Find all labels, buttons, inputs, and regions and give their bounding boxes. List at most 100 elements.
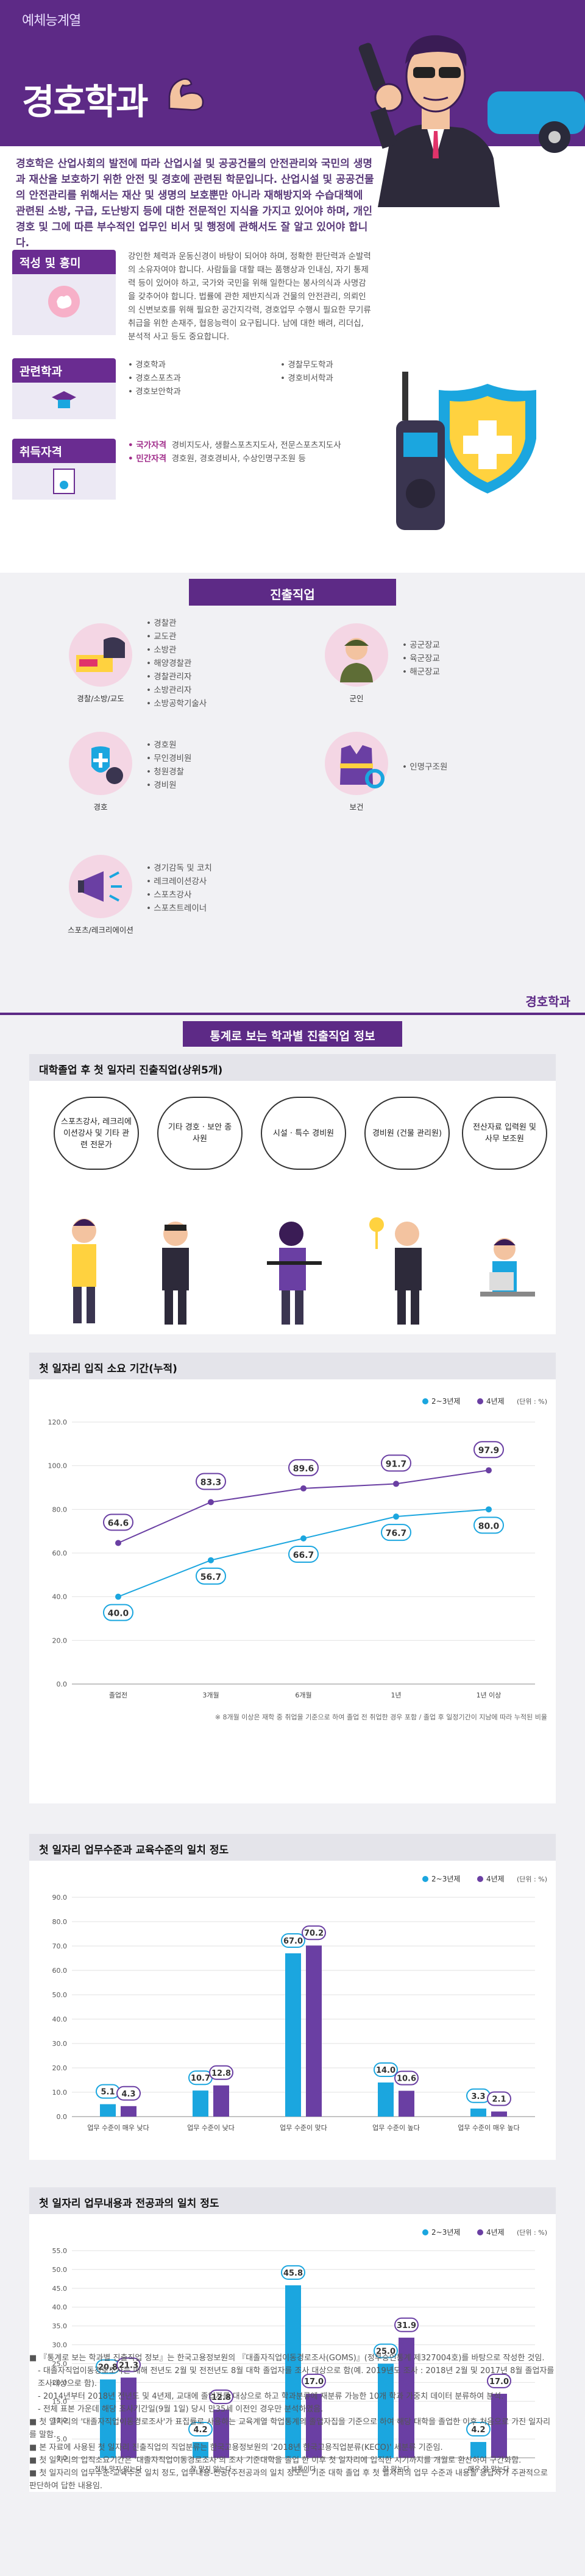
data-label-box <box>381 1454 411 1472</box>
bar <box>285 1953 301 2117</box>
data-label-box <box>281 2265 305 2280</box>
data-label: 76.7 <box>386 1529 407 1538</box>
y-tick-label: 100.0 <box>48 1462 68 1470</box>
megaphone-icon <box>69 855 132 918</box>
data-label-box <box>487 2091 511 2106</box>
chart-note: ※ 8개월 이상은 재학 중 취업을 기준으로 하여 졸업 전 취업한 경우 포… <box>215 1713 547 1721</box>
hero-banner: 예체능계열 경호학과 <box>0 0 585 207</box>
career-item: • 해군장교 <box>402 667 440 677</box>
career-item: • 경찰관리자 <box>146 672 192 682</box>
y-tick-label: 45.0 <box>52 2285 68 2293</box>
data-label: 20.8 <box>98 2363 118 2372</box>
footnote: ■ 첫 일자리의 업무수준-교육수준 일치 정도, 업무내용-전공(주전공과의 … <box>29 2469 548 2491</box>
y-tick-label: 40.0 <box>52 1593 68 1601</box>
career-caption: 스포츠/레크리에이션 <box>68 925 133 935</box>
aptitude-icon-box <box>12 274 116 335</box>
career-item: • 스포츠트레이너 <box>146 904 207 913</box>
data-point <box>486 1467 492 1474</box>
x-tick-label: 매우 잘 맞는다 <box>468 2465 509 2473</box>
related-item: • 경호학과 <box>128 360 166 370</box>
legend-label: 2~3년제 <box>431 2228 460 2237</box>
data-label-box <box>466 2422 491 2437</box>
data-label: 4.3 <box>121 2090 135 2099</box>
data-label-box <box>473 1441 504 1459</box>
bar <box>193 2090 208 2117</box>
cert-item: • 국가자격 경비지도사, 생활스포츠지도사, 전문스포츠지도사 <box>128 441 341 450</box>
data-label-box <box>116 2086 141 2101</box>
data-label: 45.8 <box>283 2269 303 2278</box>
career-item: • 경찰관 <box>146 618 177 628</box>
career-list: • 공군장교 • 육군장교 • 해군장교 <box>402 639 440 679</box>
data-point <box>208 1557 214 1563</box>
certs-label: 취득자격 <box>12 439 116 463</box>
bar <box>285 2285 301 2458</box>
data-point <box>115 1593 121 1600</box>
data-label: 5.1 <box>101 2088 115 2097</box>
aptitude-text: 강인한 체력과 운동신경이 바탕이 되어야 하며, 정확한 판단력과 순발력의 … <box>128 252 371 342</box>
stats-title: 통계로 보는 학과별 진출직업 정보 <box>183 1021 402 1047</box>
certificate-icon <box>53 469 75 494</box>
y-tick-label: 30.0 <box>52 2040 68 2048</box>
y-tick-label: 90.0 <box>52 1894 68 1902</box>
first-job-bubble: 스포츠강사, 레크리에이션강사 및 기타 관련 전문가 <box>54 1097 139 1170</box>
career-item: • 경호원 <box>146 740 177 750</box>
career-item: • 공군장교 <box>402 640 440 650</box>
data-label: 10.6 <box>397 2075 416 2084</box>
divider <box>0 1013 585 1015</box>
y-tick-label: 120.0 <box>48 1418 68 1426</box>
bar <box>193 2442 208 2458</box>
y-tick-label: 25.0 <box>52 2360 68 2368</box>
first-job-bubble: 경비원 (건물 관리원) <box>364 1097 450 1170</box>
career-item: • 교도관 <box>146 632 177 642</box>
certs-row: 취득자격 • 국가자격 경비지도사, 생활스포츠지도사, 전문스포츠지도사 • … <box>12 439 366 500</box>
data-label: 17.0 <box>304 2377 324 2387</box>
data-point <box>115 1540 121 1546</box>
career-item: • 육군장교 <box>402 654 440 663</box>
bar <box>491 2111 507 2117</box>
y-tick-label: 60.0 <box>52 1549 68 1557</box>
bar <box>306 2393 322 2458</box>
aptitude-row: 적성 및 흥미 강인한 체력과 운동신경이 바탕이 되어야 하며, 정확한 판단… <box>12 250 371 342</box>
chart-title: 첫 일자리 업무수준과 교육수준의 일치 정도 <box>29 1834 556 1861</box>
data-point <box>208 1499 214 1506</box>
data-label-box <box>374 2343 398 2358</box>
career-item: • 경비원 <box>146 780 177 790</box>
data-label: 64.6 <box>108 1519 129 1529</box>
footnote: ■ 첫 일자리의 '대졸자직업이동경로조사'가 표집률로 사용하는 교육계열 학… <box>29 2418 551 2440</box>
guard-icon <box>69 732 132 795</box>
cert-item: • 민간자격 경호원, 경호경비사, 수상인명구조원 등 <box>128 454 306 464</box>
y-tick-label: 80.0 <box>52 1506 68 1513</box>
data-label-box <box>487 2373 511 2388</box>
data-label-box <box>302 2373 326 2388</box>
certs-icon-box <box>12 463 116 500</box>
line-chart: 2~3년제 4년제 (단위 : %) 0.0 20.0 40.0 60.0 80.0 100.0… <box>48 1397 548 1721</box>
data-label: 56.7 <box>200 1573 222 1582</box>
series-line <box>118 1470 489 1544</box>
data-label: 25.0 <box>376 2347 395 2356</box>
bar <box>121 2106 136 2117</box>
first-job-card: 대학졸업 후 첫 일자리 진출직업(상위5개) 스포츠강사, 레크리에이션강사 … <box>29 1054 556 1334</box>
career-list: • 경기감독 및 코치 • 레크레이션강사 • 스포츠강사 • 스포츠트레이너 <box>146 862 212 915</box>
data-label-box <box>394 2070 419 2086</box>
bar <box>121 2377 136 2458</box>
bar <box>491 2393 507 2458</box>
career-item: • 경기감독 및 코치 <box>146 863 212 873</box>
bar <box>213 2085 229 2117</box>
footnote: ■ 『통계로 보는 학과별 진출직업 정보』는 한국고용정보원의 『대졸자직업이… <box>29 2354 545 2363</box>
career-item: • 소방관 <box>146 645 177 655</box>
y-tick-label: 5.0 <box>57 2435 68 2443</box>
related-col-2: • 경찰무도학과 • 경호비서학과 <box>280 358 378 385</box>
y-tick-label: 50.0 <box>52 2266 68 2274</box>
y-tick-label: 10.0 <box>52 2416 68 2424</box>
y-tick-label: 55.0 <box>52 2247 68 2255</box>
police-fire-icon <box>69 623 132 687</box>
career-list: • 인명구조원 <box>402 760 447 774</box>
first-job-bubble: 전산자료 입력원 및 사무 보조원 <box>462 1097 547 1170</box>
x-tick-label: 1년 이상 <box>477 1691 502 1699</box>
x-tick-label: 잘 맞지 않는다 <box>190 2465 232 2473</box>
career-item: • 레크레이션강사 <box>146 877 207 886</box>
related-item: • 경호비서학과 <box>280 373 333 383</box>
bar <box>306 1945 322 2117</box>
unit-label: (단위 : %) <box>517 1398 547 1406</box>
unit-label: (단위 : %) <box>517 2229 547 2237</box>
